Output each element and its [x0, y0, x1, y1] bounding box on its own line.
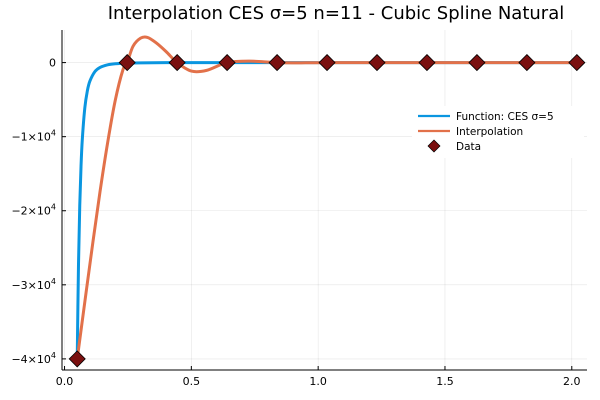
x-tick-label: 2.0: [563, 375, 581, 388]
legend-label-2: Data: [456, 141, 481, 153]
y-tick-exponent: 4: [51, 203, 56, 212]
axes: [61, 30, 587, 371]
plot-area: [68, 35, 586, 368]
data-marker: [268, 54, 286, 72]
y-tick-exponent: 4: [51, 277, 56, 286]
data-marker: [318, 54, 336, 72]
y-tick-mantissa: −3×10: [11, 279, 50, 292]
y-tick-exponent: 4: [51, 129, 56, 138]
legend-label-0: Function: CES σ=5: [456, 111, 554, 123]
data-marker: [118, 54, 136, 72]
legend: Function: CES σ=5 Interpolation Data: [412, 106, 584, 158]
y-tick-exponent: 4: [51, 351, 56, 360]
data-marker: [468, 54, 486, 72]
grid: [62, 30, 587, 370]
y-tick-mantissa: 0: [49, 57, 56, 70]
y-tick-label: −3×104: [11, 277, 56, 292]
y-tick-mantissa: −2×10: [11, 205, 50, 218]
y-tick-label: −4×104: [11, 351, 56, 366]
x-tick-label: 0.0: [56, 375, 74, 388]
x-tick-label: 1.0: [309, 375, 327, 388]
data-marker: [68, 350, 86, 368]
y-tick-label: 0: [49, 57, 56, 70]
y-tick-label: −2×104: [11, 203, 56, 218]
x-tick-label: 0.5: [183, 375, 201, 388]
data-marker: [368, 54, 386, 72]
y-tick-mantissa: −4×10: [11, 353, 50, 366]
data-marker: [518, 54, 536, 72]
chart-title: Interpolation CES σ=5 n=11 - Cubic Splin…: [108, 3, 564, 24]
y-tick-label: −1×104: [11, 129, 56, 144]
data-marker: [568, 54, 586, 72]
legend-swatch-2: [427, 139, 441, 153]
legend-label-1: Interpolation: [456, 126, 523, 138]
data-marker: [168, 54, 186, 72]
data-marker: [218, 54, 236, 72]
x-tick-label: 1.5: [436, 375, 454, 388]
series-line-1: [75, 35, 574, 361]
y-tick-mantissa: −1×10: [11, 131, 50, 144]
tick-labels: 0.0 0.5 1.0 1.5 2.00−1×104−2×104−3×104−4×104: [11, 57, 580, 388]
data-marker: [418, 54, 436, 72]
